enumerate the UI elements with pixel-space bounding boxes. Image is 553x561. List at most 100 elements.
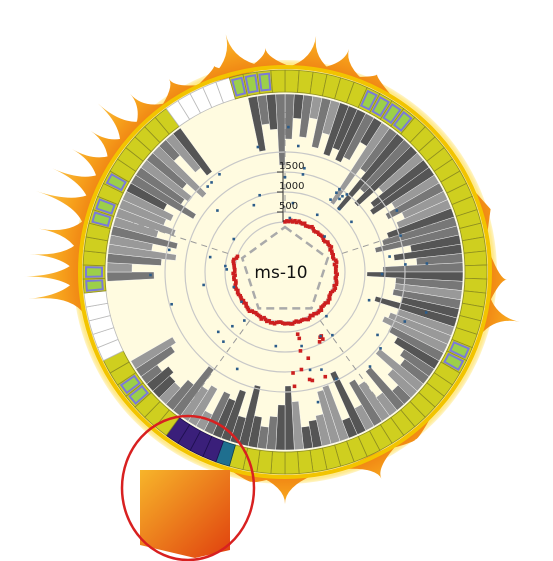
red-point [232, 265, 237, 270]
blue-point [202, 283, 205, 287]
highlighted-segment [119, 374, 142, 395]
red-point [233, 273, 237, 278]
red-point [319, 308, 324, 313]
red-point [298, 349, 303, 353]
highlighted-segment [382, 102, 402, 125]
red-point [331, 256, 336, 261]
red-point [292, 384, 297, 389]
red-point [282, 322, 287, 326]
gray-coverage-track [106, 93, 464, 451]
flame-spike [38, 215, 88, 258]
blue-point [296, 144, 300, 148]
red-point [302, 221, 307, 226]
red-point [268, 320, 273, 325]
red-point [327, 243, 332, 248]
red-point [234, 287, 238, 291]
blue-point [338, 197, 341, 201]
red-point [239, 297, 244, 302]
red-point [310, 224, 314, 229]
scale-ticks: 500 1000 1500 [120, 161, 304, 561]
outer-segment-track [78, 65, 492, 479]
coverage-bar [275, 404, 286, 451]
red-point [277, 320, 281, 324]
track-segment [463, 250, 488, 267]
track-segment [297, 449, 314, 474]
red-point [307, 377, 312, 382]
red-point [288, 322, 293, 326]
red-point [297, 336, 302, 341]
blue-point [283, 175, 287, 179]
red-point [232, 277, 236, 282]
blue-point [331, 333, 334, 337]
flame-spike [479, 293, 520, 336]
blue-point [231, 324, 234, 328]
red-point [328, 290, 333, 295]
scale-tick-label: 500 [279, 201, 298, 212]
coverage-bar [110, 225, 179, 250]
coverage-bar [130, 336, 177, 370]
coverage-bar [107, 243, 177, 261]
blue-point [338, 187, 341, 191]
red-point [320, 234, 324, 239]
center-pentagon [240, 225, 330, 310]
red-point [275, 320, 279, 325]
blue-point [334, 377, 338, 381]
blue-point [319, 334, 322, 338]
blue-point [308, 368, 312, 372]
red-point [233, 283, 238, 287]
scale-tick-label: 1000 [279, 181, 304, 192]
highlighted-segment [85, 266, 104, 278]
red-point [335, 272, 339, 276]
coverage-bar [238, 384, 261, 447]
flame-spike [29, 236, 84, 280]
red-point [313, 230, 318, 234]
red-point [250, 309, 254, 313]
red-point [278, 320, 283, 324]
blue-point [303, 166, 306, 170]
blue-point [379, 347, 382, 350]
red-point [334, 264, 339, 269]
flame-spike [23, 254, 82, 297]
red-point [319, 305, 323, 309]
blue-point [274, 344, 278, 348]
center-group: ms-10 [240, 225, 330, 310]
red-point [329, 249, 334, 253]
red-point [311, 313, 315, 318]
blue-point [368, 365, 372, 368]
radial-divider [341, 222, 438, 254]
red-point [333, 270, 338, 274]
coverage-bar [308, 419, 323, 449]
coverage-bar [366, 271, 464, 282]
red-point [241, 298, 246, 303]
blue-point [425, 262, 429, 265]
blue-point [335, 191, 338, 194]
blue-point [287, 125, 290, 129]
coverage-bar [298, 94, 314, 138]
coverage-bar [354, 145, 418, 207]
coverage-bar [329, 370, 367, 435]
blue-point [403, 320, 407, 323]
coverage-bar [329, 122, 390, 206]
red-point [267, 319, 271, 323]
blue-point [345, 193, 349, 196]
coverage-bar [165, 379, 195, 411]
blue-point [258, 193, 261, 197]
red-point [301, 317, 306, 322]
blue-point [208, 255, 212, 259]
red-point [310, 378, 315, 383]
coverage-bar [247, 95, 266, 152]
coverage-bar [106, 271, 155, 282]
blue-point [300, 344, 303, 348]
coverage-bar [393, 243, 463, 261]
highlighted-segment [359, 89, 378, 111]
red-point [231, 261, 236, 266]
blue-point [320, 368, 323, 371]
red-point [306, 356, 311, 361]
track-outline [78, 65, 492, 479]
blue-point [224, 264, 227, 268]
highlighted-segment [91, 211, 112, 228]
red-point [321, 337, 325, 341]
coverage-bar [203, 391, 231, 435]
red-point [296, 320, 301, 324]
